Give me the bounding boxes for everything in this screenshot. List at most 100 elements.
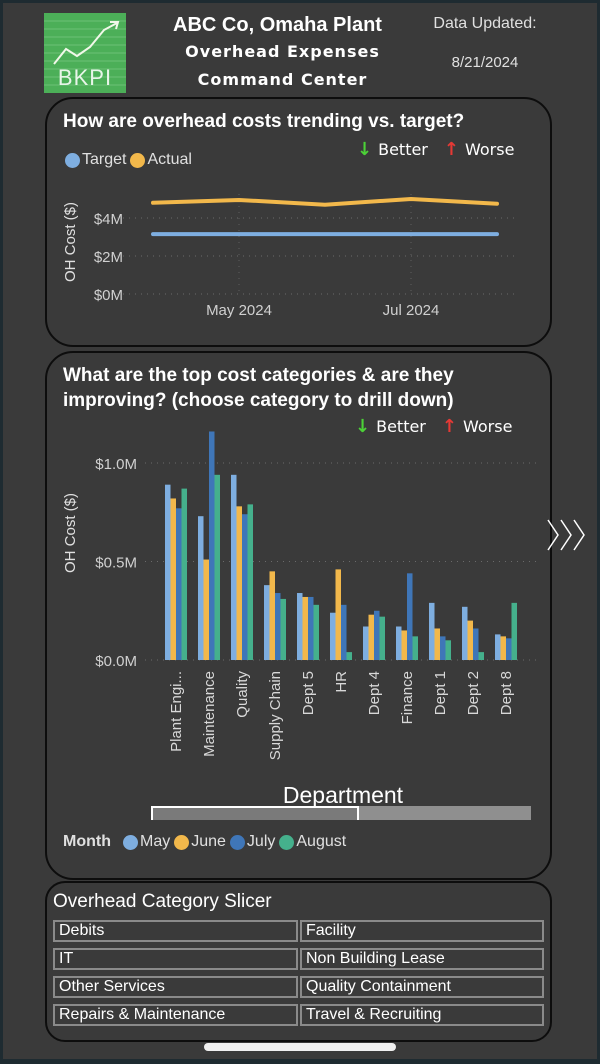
bar-august[interactable]: [511, 602, 518, 660]
bar-july[interactable]: [473, 628, 479, 660]
bar-may[interactable]: [297, 593, 303, 660]
legend-title: Month: [63, 833, 111, 850]
bar-august[interactable]: [181, 488, 188, 660]
home-indicator[interactable]: [204, 1043, 396, 1051]
bar-august[interactable]: [379, 616, 386, 660]
data-updated-label: Data Updated:: [433, 15, 537, 32]
bar-june[interactable]: [170, 498, 177, 660]
category-slicer-card: Overhead Category Slicer Debits Facility…: [45, 881, 552, 1042]
bar-july[interactable]: [374, 610, 380, 660]
y-axis-label: OH Cost ($): [62, 202, 79, 282]
legend-item[interactable]: July: [229, 833, 276, 851]
bar-july[interactable]: [506, 638, 512, 660]
arrow-up-icon: ↑: [441, 416, 457, 437]
bar-july[interactable]: [209, 431, 215, 660]
slicer-item-non-building-lease[interactable]: Non Building Lease: [300, 948, 544, 970]
legend-dot-icon: [65, 152, 80, 168]
better-label: Better: [378, 140, 428, 159]
bar-july[interactable]: [407, 573, 413, 660]
bar-august[interactable]: [478, 652, 485, 660]
x-axis-label: Department: [283, 782, 404, 808]
slicer-item-quality-containment[interactable]: Quality Containment: [300, 976, 544, 998]
bar-july[interactable]: [341, 604, 347, 660]
x-tick-label: Maintenance: [201, 671, 218, 757]
bar-july[interactable]: [242, 514, 248, 660]
dashboard-subtitle-line2: Command Center: [197, 70, 368, 89]
better-label: Better: [376, 417, 426, 436]
bar-may[interactable]: [462, 606, 468, 660]
bar-july[interactable]: [440, 636, 446, 660]
y-axis-label: OH Cost ($): [62, 493, 79, 573]
x-tick-label: Finance: [399, 671, 416, 724]
x-tick-label: May 2024: [206, 302, 272, 319]
slicer-item-debits[interactable]: Debits: [53, 920, 298, 942]
frame-edge-left: [0, 0, 3, 1064]
legend-dot-icon: [174, 834, 190, 850]
triple-chevron-right-icon[interactable]: [545, 515, 590, 555]
bar-may[interactable]: [231, 474, 237, 660]
legend-item[interactable]: May: [122, 833, 170, 851]
bar-august[interactable]: [313, 604, 320, 660]
slicer-item-other-services[interactable]: Other Services: [53, 976, 298, 998]
bar-july[interactable]: [176, 508, 182, 660]
slicer-item-travel-recruiting[interactable]: Travel & Recruiting: [300, 1004, 544, 1026]
slicer-title: Overhead Category Slicer: [53, 891, 272, 912]
bar-june[interactable]: [203, 559, 210, 660]
bar-may[interactable]: [396, 626, 402, 660]
bar-may[interactable]: [264, 585, 270, 660]
bar-august[interactable]: [214, 474, 221, 660]
x-tick-label: HR: [333, 671, 350, 693]
bar-august[interactable]: [247, 504, 254, 660]
bar-august[interactable]: [346, 652, 353, 660]
series-line-actual: [151, 197, 499, 207]
chart-scrollbar-thumb[interactable]: [151, 806, 359, 820]
x-tick-label: Dept 8: [498, 671, 515, 715]
bar-june[interactable]: [335, 569, 342, 660]
legend-dot-icon: [122, 834, 138, 850]
bar-june[interactable]: [434, 628, 441, 660]
bar-june[interactable]: [467, 620, 474, 660]
bar-may[interactable]: [363, 626, 369, 660]
bar-may[interactable]: [198, 516, 204, 660]
legend-label: August: [296, 833, 347, 850]
bar-june[interactable]: [269, 571, 276, 660]
legend-item[interactable]: June: [174, 833, 226, 851]
y-tick-label: $0.0M: [95, 653, 137, 670]
bar-june[interactable]: [302, 596, 309, 660]
bar-june[interactable]: [236, 506, 243, 660]
arrow-down-icon: ↓: [355, 416, 371, 437]
bar-august[interactable]: [445, 640, 452, 660]
legend-label: Target: [82, 151, 127, 168]
bar-june[interactable]: [500, 636, 507, 660]
bar-may[interactable]: [165, 484, 171, 660]
bar-july[interactable]: [308, 596, 314, 660]
trend-up-icon: [44, 20, 126, 86]
bar-may[interactable]: [429, 602, 435, 660]
month-legend: Month May June July August: [63, 833, 350, 851]
bar-may[interactable]: [330, 612, 336, 660]
bar-june[interactable]: [401, 630, 408, 660]
arrow-down-icon: ↓: [357, 139, 373, 160]
bar-june[interactable]: [368, 614, 375, 660]
legend-item[interactable]: Target: [65, 151, 126, 169]
slicer-item-repairs-maintenance[interactable]: Repairs & Maintenance: [53, 1004, 298, 1026]
legend-item[interactable]: Actual: [130, 151, 192, 169]
category-card-title-line1: What are the top cost categories & are t…: [63, 365, 454, 386]
legend-dot-icon: [279, 834, 295, 850]
slicer-item-it[interactable]: IT: [53, 948, 298, 970]
better-worse-indicator: ↓ Better ↑ Worse: [357, 139, 530, 160]
slicer-item-facility[interactable]: Facility: [300, 920, 544, 942]
worse-label: Worse: [464, 140, 515, 159]
trend-line-chart: $0M $2M $4M May 2024 Jul 2024 OH Cost ($): [62, 194, 517, 319]
legend-label: July: [246, 833, 276, 850]
category-bar-chart[interactable]: $0.0M $0.5M $1.0M OH Cost ($) Plant Engi... M…: [47, 353, 550, 878]
bar-july[interactable]: [275, 593, 281, 660]
y-tick-label: $1.0M: [95, 456, 137, 473]
arrow-up-icon: ↑: [443, 139, 459, 160]
x-tick-label: Supply Chain: [267, 671, 284, 760]
legend-item[interactable]: August: [279, 833, 346, 851]
category-card-title-line2: improving? (choose category to drill dow…: [63, 390, 454, 411]
bar-august[interactable]: [280, 598, 287, 660]
bar-may[interactable]: [495, 634, 501, 660]
bar-august[interactable]: [412, 636, 419, 660]
